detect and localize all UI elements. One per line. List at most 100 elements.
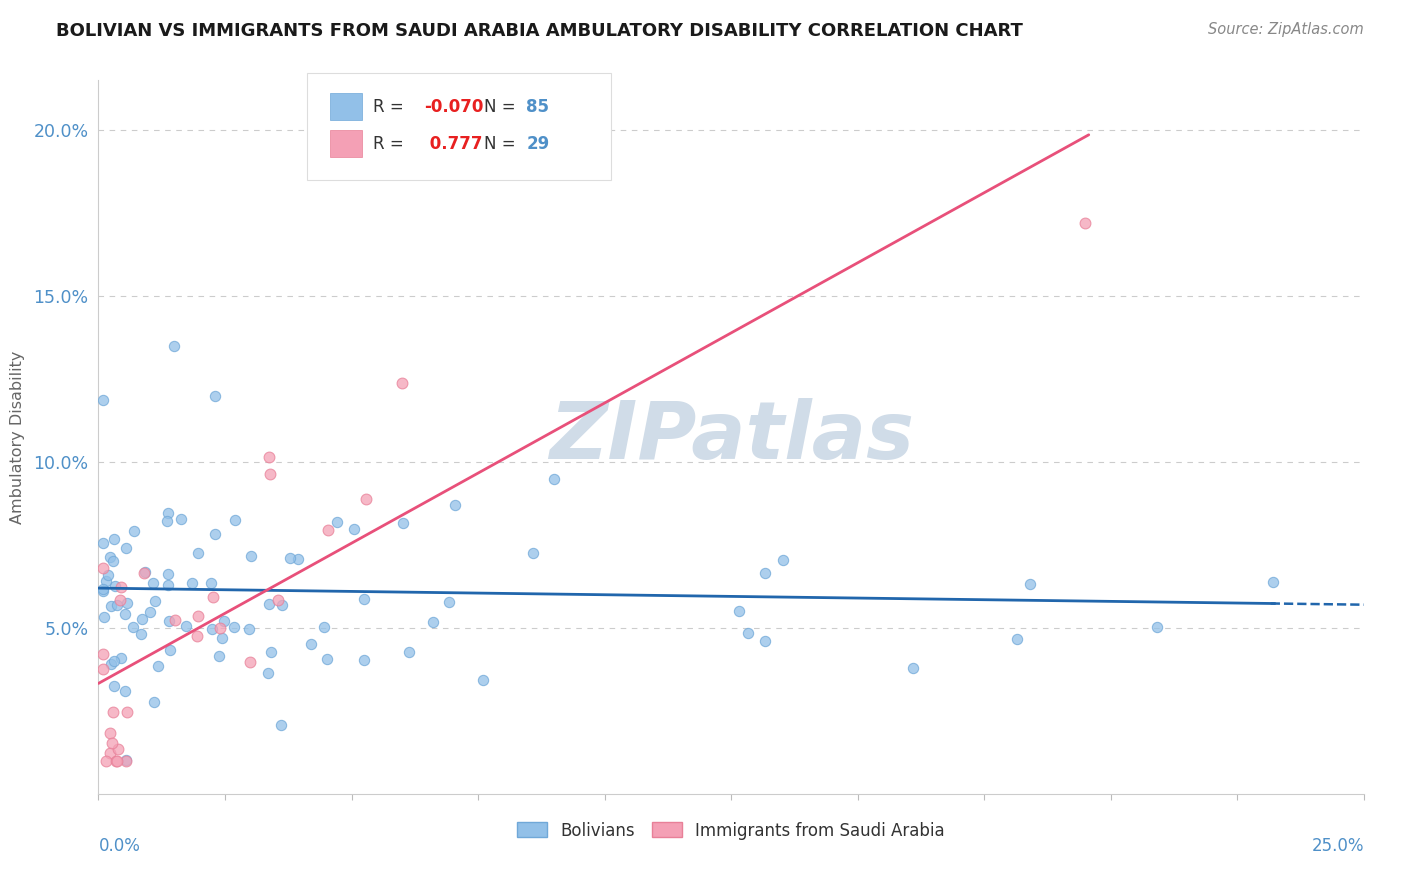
- Point: [170, 512, 193, 526]
- Point: [257, 450, 280, 464]
- Text: N =: N =: [484, 135, 522, 153]
- Point: [143, 594, 166, 608]
- Point: [101, 706, 124, 720]
- Point: [543, 472, 565, 486]
- Text: 85: 85: [526, 98, 550, 116]
- Point: [754, 566, 776, 580]
- Text: 25.0%: 25.0%: [1312, 837, 1364, 855]
- Text: R =: R =: [373, 135, 409, 153]
- Point: [139, 605, 162, 619]
- Point: [148, 659, 170, 673]
- Text: R =: R =: [373, 98, 409, 116]
- Point: [122, 620, 145, 634]
- Point: [444, 498, 467, 512]
- Point: [354, 491, 377, 506]
- Point: [93, 584, 115, 599]
- Point: [101, 736, 124, 750]
- Point: [222, 620, 245, 634]
- Point: [155, 514, 177, 528]
- Text: 0.777: 0.777: [423, 135, 482, 153]
- Point: [107, 741, 129, 756]
- Text: 29: 29: [526, 135, 550, 153]
- Point: [1019, 576, 1042, 591]
- Text: -0.070: -0.070: [423, 98, 484, 116]
- Point: [104, 754, 127, 768]
- Point: [156, 578, 179, 592]
- Point: [96, 574, 118, 588]
- Point: [200, 575, 222, 590]
- Point: [93, 648, 115, 662]
- Point: [156, 566, 179, 581]
- Point: [101, 554, 124, 568]
- Point: [260, 645, 283, 659]
- Point: [737, 626, 759, 640]
- Point: [110, 581, 132, 595]
- Point: [100, 746, 122, 760]
- Point: [142, 576, 165, 591]
- Point: [204, 527, 226, 541]
- Point: [93, 392, 115, 407]
- Point: [115, 541, 138, 555]
- Point: [100, 657, 122, 671]
- Point: [728, 604, 751, 618]
- Point: [187, 608, 209, 623]
- Point: [754, 634, 776, 648]
- Point: [163, 339, 186, 353]
- Point: [1005, 632, 1028, 646]
- Point: [186, 628, 208, 642]
- Point: [257, 665, 280, 680]
- Point: [131, 612, 153, 626]
- Point: [204, 388, 226, 402]
- Point: [318, 523, 340, 537]
- Point: [98, 550, 121, 565]
- Point: [238, 622, 260, 636]
- Point: [326, 516, 349, 530]
- Point: [100, 599, 122, 614]
- Point: [97, 567, 120, 582]
- Point: [115, 754, 138, 768]
- Point: [187, 546, 209, 560]
- Point: [271, 598, 294, 612]
- Text: BOLIVIAN VS IMMIGRANTS FROM SAUDI ARABIA AMBULATORY DISABILITY CORRELATION CHART: BOLIVIAN VS IMMIGRANTS FROM SAUDI ARABIA…: [56, 22, 1024, 40]
- Point: [202, 590, 225, 604]
- Point: [239, 655, 262, 669]
- Point: [115, 596, 138, 610]
- Point: [98, 726, 121, 740]
- Point: [353, 653, 375, 667]
- Point: [353, 592, 375, 607]
- Point: [131, 627, 153, 641]
- Point: [115, 705, 138, 719]
- Point: [259, 597, 281, 611]
- Point: [316, 651, 339, 665]
- Point: [93, 536, 115, 550]
- Point: [134, 566, 156, 580]
- Text: 0.0%: 0.0%: [98, 837, 141, 855]
- Point: [110, 651, 132, 665]
- Text: Source: ZipAtlas.com: Source: ZipAtlas.com: [1208, 22, 1364, 37]
- Point: [391, 376, 413, 390]
- Legend: Bolivians, Immigrants from Saudi Arabia: Bolivians, Immigrants from Saudi Arabia: [510, 815, 952, 847]
- Point: [103, 654, 125, 668]
- Point: [93, 663, 115, 677]
- Point: [105, 754, 128, 768]
- Point: [270, 718, 292, 732]
- Point: [259, 467, 281, 482]
- Point: [103, 680, 125, 694]
- Point: [159, 614, 181, 628]
- Point: [143, 695, 166, 709]
- Point: [110, 593, 132, 607]
- Point: [772, 552, 794, 566]
- Point: [93, 610, 115, 624]
- Point: [224, 512, 246, 526]
- Point: [299, 637, 322, 651]
- Point: [105, 599, 128, 613]
- Point: [266, 593, 288, 607]
- Point: [343, 522, 366, 536]
- Point: [103, 533, 125, 547]
- Text: ZIPatlas: ZIPatlas: [548, 398, 914, 476]
- Point: [134, 565, 156, 579]
- Point: [439, 595, 461, 609]
- Point: [157, 506, 180, 520]
- Point: [211, 631, 233, 645]
- Point: [278, 551, 301, 566]
